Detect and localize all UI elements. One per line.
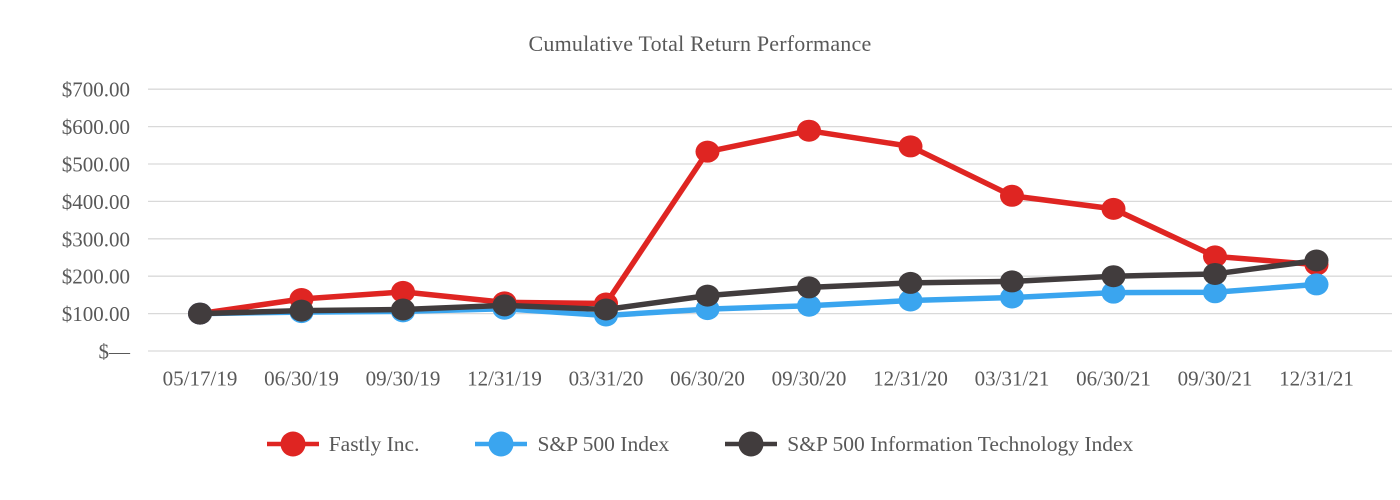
legend: Fastly Inc. S&P 500 Index S&P 500 Inform…	[0, 430, 1400, 458]
x-tick-label: 03/31/20	[569, 367, 644, 391]
data-point-marker	[695, 140, 720, 163]
data-point-marker	[1203, 245, 1227, 268]
series-line	[197, 257, 1320, 317]
plot-area: $700.00 $600.00 $500.00 $400.00 $300.00 $200.…	[62, 78, 1392, 391]
data-point-marker	[1101, 197, 1126, 220]
data-point-marker	[797, 294, 821, 317]
sp500-it-series-marker-icon	[725, 431, 778, 457]
series-line	[197, 127, 1320, 317]
data-point-marker	[1000, 286, 1024, 309]
y-tick-label: $—	[99, 340, 132, 364]
data-point-marker	[1304, 249, 1329, 272]
chart-title: Cumulative Total Return Performance	[528, 31, 872, 56]
x-tick-label: 09/30/21	[1178, 367, 1253, 391]
data-point-marker	[492, 294, 517, 317]
y-tick-label: $100.00	[62, 302, 130, 326]
x-tick-label: 05/17/19	[163, 367, 238, 391]
data-point-marker	[594, 298, 618, 321]
data-point-marker	[289, 299, 314, 322]
data-point-marker	[797, 276, 821, 299]
fastly-series-marker-icon	[266, 431, 319, 457]
data-point-marker	[1000, 184, 1024, 207]
data-point-marker	[797, 119, 821, 142]
data-point-marker	[1000, 270, 1024, 293]
legend-item-fastly: Fastly Inc.	[266, 430, 420, 458]
x-tick-label: 06/30/19	[264, 367, 339, 391]
data-point-marker	[898, 135, 923, 158]
y-tick-label: $600.00	[62, 115, 130, 139]
data-point-marker	[898, 289, 923, 312]
data-point-marker	[1304, 273, 1329, 296]
x-tick-label: 03/31/21	[975, 367, 1050, 391]
x-tick-label: 12/31/21	[1279, 367, 1354, 391]
data-point-marker	[1203, 281, 1227, 304]
y-tick-label: $700.00	[62, 78, 130, 102]
x-tick-label: 06/30/21	[1076, 367, 1151, 391]
legend-item-sp500: S&P 500 Index	[475, 430, 669, 458]
legend-label-sp500: S&P 500 Index	[537, 431, 670, 456]
data-point-marker	[391, 298, 415, 321]
data-point-marker	[391, 280, 415, 303]
x-tick-label: 09/30/20	[772, 367, 847, 391]
legend-label-fastly: Fastly Inc.	[328, 431, 420, 456]
legend-item-sp500-it: S&P 500 Information Technology Index	[725, 430, 1133, 458]
y-tick-label: $200.00	[62, 265, 130, 289]
legend-label-sp500-it: S&P 500 Information Technology Index	[787, 431, 1134, 456]
y-tick-label: $400.00	[62, 190, 130, 214]
data-point-marker	[695, 284, 720, 307]
x-tick-label: 09/30/19	[366, 367, 441, 391]
y-tick-label: $300.00	[62, 227, 130, 251]
data-point-marker	[898, 271, 923, 294]
sp500-series-marker-icon	[475, 431, 528, 457]
data-point-marker	[188, 302, 212, 325]
data-point-marker	[1101, 281, 1126, 304]
x-tick-label: 12/31/19	[467, 367, 542, 391]
data-point-marker	[1203, 262, 1227, 285]
data-point-marker	[1101, 265, 1126, 288]
x-tick-label: 06/30/20	[670, 367, 745, 391]
y-tick-label: $500.00	[62, 153, 130, 177]
x-tick-label: 12/31/20	[873, 367, 948, 391]
